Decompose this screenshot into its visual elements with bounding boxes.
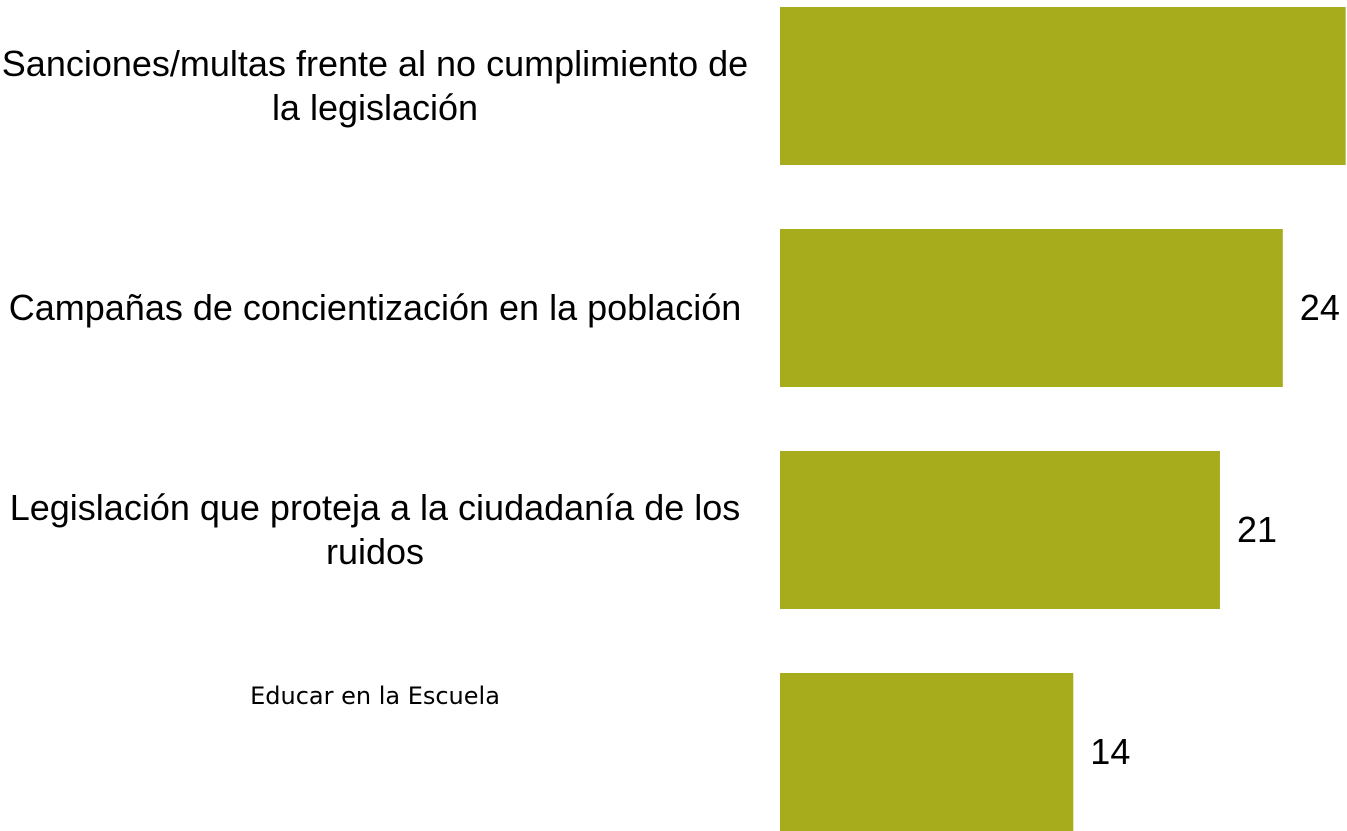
bar <box>780 229 1283 387</box>
category-label: Legislación que proteja a la ciudadanía … <box>9 487 741 572</box>
category-label: Educar en la Escuela <box>250 682 500 710</box>
bar <box>780 7 1346 165</box>
bar <box>780 673 1074 831</box>
value-label: 14 <box>1090 731 1131 772</box>
category-label: Sanciones/multas frente al no cumplimien… <box>1 43 749 128</box>
bar <box>780 451 1220 609</box>
value-label: 21 <box>1236 509 1277 550</box>
category-label: Campañas de concientización en la poblac… <box>8 287 742 328</box>
value-label: 24 <box>1299 287 1340 328</box>
